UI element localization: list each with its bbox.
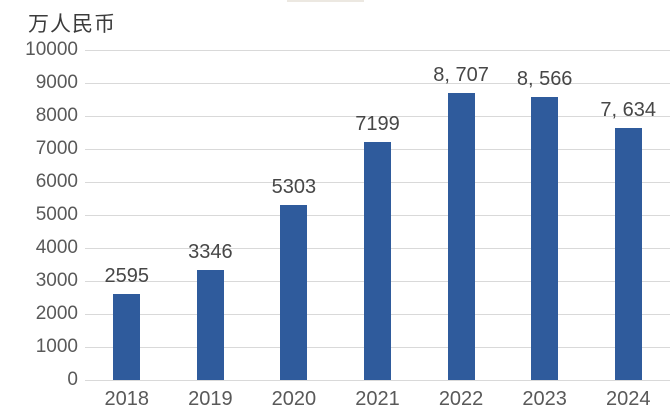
x-tick-label-2024: 2024 (605, 388, 651, 410)
x-tick-label-2022: 2022 (438, 388, 484, 410)
bar-2018 (113, 294, 141, 380)
bar-2023 (531, 97, 559, 380)
gridline-9000 (85, 82, 670, 84)
data-label-2023: 8, 566 (516, 68, 573, 91)
x-tick-label-2021: 2021 (355, 388, 400, 410)
x-tick-label-2019: 2019 (188, 388, 233, 410)
bar-2022 (447, 92, 475, 380)
bar-2024 (614, 128, 642, 380)
x-tick-label-2023: 2023 (522, 388, 567, 410)
y-tick-label: 6000 (35, 171, 78, 192)
y-tick-label: 2000 (35, 303, 78, 324)
x-tick-label-2020: 2020 (271, 388, 317, 410)
data-label-2020: 5303 (271, 176, 317, 199)
data-label-2019: 3346 (188, 240, 233, 263)
data-label-2024: 7, 634 (600, 99, 656, 122)
y-tick-label: 1000 (35, 336, 78, 357)
y-tick-label: 7000 (35, 138, 78, 159)
y-tick-label: 10000 (25, 39, 78, 60)
data-label-2018: 2595 (104, 265, 150, 288)
y-tick-label: 0 (67, 369, 78, 390)
gridline-0 (85, 379, 670, 381)
bar-2021 (364, 142, 391, 380)
x-tick-label-2018: 2018 (104, 388, 150, 410)
y-tick-label: 4000 (35, 237, 78, 258)
y-tick-label: 9000 (35, 72, 78, 93)
gridline-8000 (85, 115, 670, 117)
gridline-10000 (85, 49, 670, 51)
cropped-title-artifact (287, 0, 364, 2)
y-tick-label: 3000 (35, 270, 78, 291)
plot-area: 2595 3346 5303 7199 8, 707 8, 566 7, 634 (85, 49, 670, 381)
y-axis-unit-label: 万人民币 (28, 13, 116, 36)
bar-2019 (196, 269, 224, 380)
y-tick-label: 5000 (35, 204, 78, 225)
y-tick-label: 8000 (35, 105, 78, 126)
bar-2020 (280, 205, 308, 380)
data-label-2022: 8, 707 (433, 63, 489, 86)
data-label-2021: 7199 (355, 113, 400, 136)
